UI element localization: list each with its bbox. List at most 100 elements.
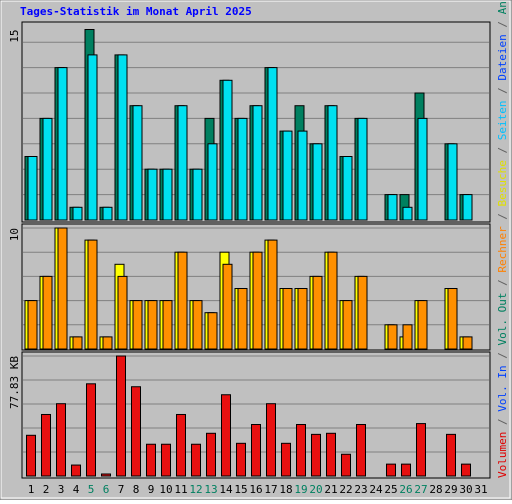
bar bbox=[401, 463, 411, 477]
bar bbox=[27, 156, 38, 221]
x-tick-label: 30 bbox=[459, 483, 472, 496]
bar bbox=[102, 336, 113, 350]
bar bbox=[447, 143, 458, 221]
bar bbox=[42, 275, 53, 350]
side-label: Dateien bbox=[496, 34, 509, 80]
bar bbox=[251, 424, 261, 477]
x-tick-label: 8 bbox=[133, 483, 140, 496]
bar bbox=[252, 105, 263, 221]
x-tick-label: 18 bbox=[279, 483, 292, 496]
bar bbox=[27, 300, 38, 350]
x-tick-label: 10 bbox=[159, 483, 172, 496]
bar bbox=[72, 336, 83, 350]
x-tick-label: 17 bbox=[264, 483, 277, 496]
x-tick-label: 13 bbox=[204, 483, 217, 496]
bar bbox=[446, 433, 456, 477]
bar bbox=[222, 263, 233, 350]
bar bbox=[387, 324, 398, 350]
bar bbox=[237, 288, 248, 350]
bar bbox=[57, 67, 68, 221]
bar bbox=[222, 79, 233, 221]
bar bbox=[71, 464, 81, 477]
x-tick-label: 23 bbox=[354, 483, 367, 496]
bar bbox=[131, 386, 141, 477]
side-label: Seiten bbox=[496, 100, 509, 140]
x-tick-label: 22 bbox=[339, 483, 352, 496]
bar bbox=[416, 423, 426, 477]
bar bbox=[147, 300, 158, 350]
bar bbox=[87, 54, 98, 221]
bar bbox=[327, 251, 338, 350]
bar bbox=[147, 168, 158, 221]
bar bbox=[86, 383, 96, 477]
bar bbox=[117, 54, 128, 221]
side-label: / bbox=[496, 346, 509, 366]
side-label: / bbox=[496, 273, 509, 293]
x-tick-label: 3 bbox=[58, 483, 65, 496]
side-label: / bbox=[496, 206, 509, 226]
bar bbox=[387, 194, 398, 221]
side-label: / bbox=[496, 14, 509, 34]
bar bbox=[417, 300, 428, 350]
x-tick-label: 28 bbox=[429, 483, 442, 496]
bar bbox=[146, 443, 156, 477]
bar bbox=[87, 239, 98, 350]
bar bbox=[192, 300, 203, 350]
bar bbox=[296, 424, 306, 477]
bar bbox=[342, 156, 353, 221]
x-tick-label: 1 bbox=[28, 483, 35, 496]
side-label: / bbox=[496, 81, 509, 101]
bar bbox=[297, 130, 308, 221]
side-label: Anfragen bbox=[496, 0, 509, 14]
bar bbox=[206, 432, 216, 477]
bar bbox=[132, 105, 143, 221]
bar bbox=[327, 105, 338, 221]
bar bbox=[312, 143, 323, 221]
bar bbox=[326, 432, 336, 477]
x-tick-label: 27 bbox=[414, 483, 427, 496]
x-tick-label: 29 bbox=[444, 483, 457, 496]
bar bbox=[176, 413, 186, 477]
bar bbox=[386, 463, 396, 477]
bar bbox=[357, 117, 368, 221]
x-tick-label: 21 bbox=[324, 483, 337, 496]
x-tick-label: 20 bbox=[309, 483, 322, 496]
bar bbox=[266, 403, 276, 477]
x-tick-label: 24 bbox=[369, 483, 383, 496]
bar bbox=[177, 105, 188, 221]
bar bbox=[132, 300, 143, 350]
bar bbox=[26, 434, 36, 477]
bar bbox=[357, 275, 368, 350]
bar bbox=[117, 275, 128, 350]
side-legend: Volumen / Vol. In / Vol. Out / Rechner /… bbox=[496, 0, 509, 478]
bar bbox=[162, 300, 173, 350]
bar bbox=[282, 130, 293, 221]
bar bbox=[462, 336, 473, 350]
bar bbox=[161, 443, 171, 477]
x-tick-label: 31 bbox=[474, 483, 487, 496]
side-label: Volumen bbox=[496, 432, 509, 478]
x-tick-label: 5 bbox=[88, 483, 95, 496]
x-tick-label: 12 bbox=[189, 483, 202, 496]
side-label: Besuche bbox=[496, 160, 509, 206]
bar bbox=[57, 227, 68, 350]
y-axis-max-label: 77.83 KB bbox=[8, 356, 21, 409]
x-tick-label: 26 bbox=[399, 483, 412, 496]
side-label: Vol. In bbox=[496, 365, 509, 411]
bar bbox=[267, 67, 278, 221]
bar bbox=[177, 251, 188, 350]
bar bbox=[402, 206, 413, 221]
x-tick-label: 15 bbox=[234, 483, 247, 496]
bar bbox=[236, 442, 246, 477]
bar bbox=[56, 403, 66, 477]
bar bbox=[42, 117, 53, 221]
side-label: / bbox=[496, 140, 509, 160]
bar bbox=[72, 206, 83, 221]
x-tick-label: 25 bbox=[384, 483, 397, 496]
bar bbox=[461, 463, 471, 477]
x-tick-label: 4 bbox=[73, 483, 80, 496]
bar bbox=[417, 117, 428, 221]
bar bbox=[341, 453, 351, 477]
